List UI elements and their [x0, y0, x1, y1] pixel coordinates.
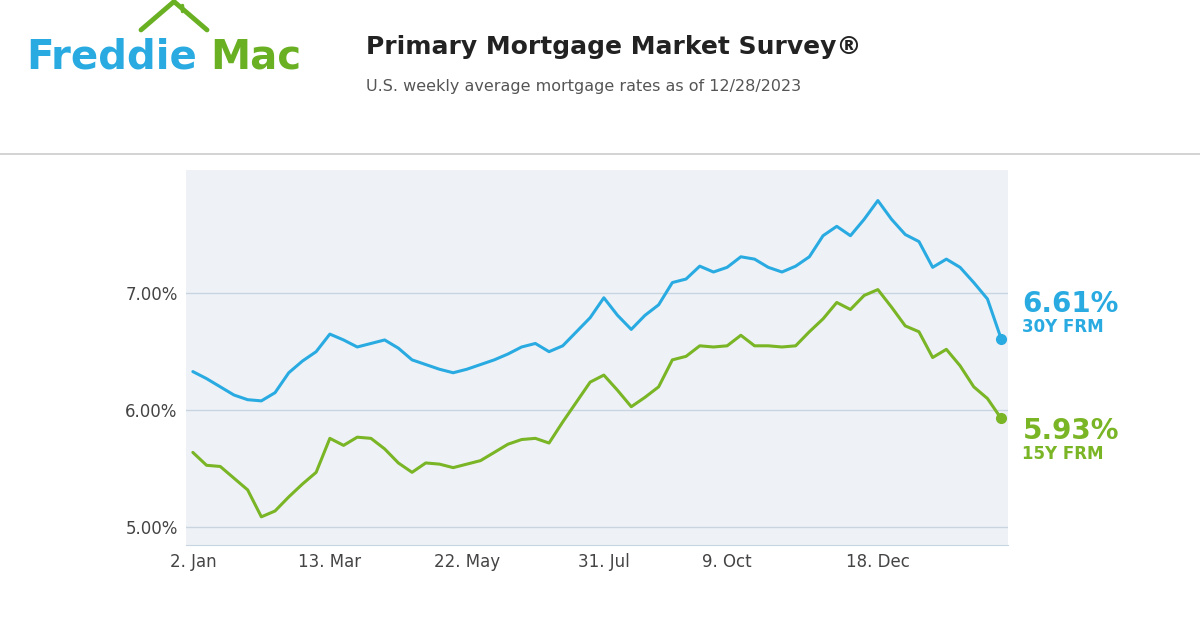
Text: 5.93%: 5.93%	[1022, 417, 1118, 445]
Text: 15Y FRM: 15Y FRM	[1022, 445, 1104, 463]
Text: 6.61%: 6.61%	[1022, 290, 1118, 318]
Text: Mac: Mac	[210, 38, 301, 77]
Text: Primary Mortgage Market Survey®: Primary Mortgage Market Survey®	[366, 35, 862, 59]
Text: Freddie: Freddie	[26, 38, 197, 77]
Text: U.S. weekly average mortgage rates as of 12/28/2023: U.S. weekly average mortgage rates as of…	[366, 79, 802, 94]
Text: 30Y FRM: 30Y FRM	[1022, 318, 1104, 336]
